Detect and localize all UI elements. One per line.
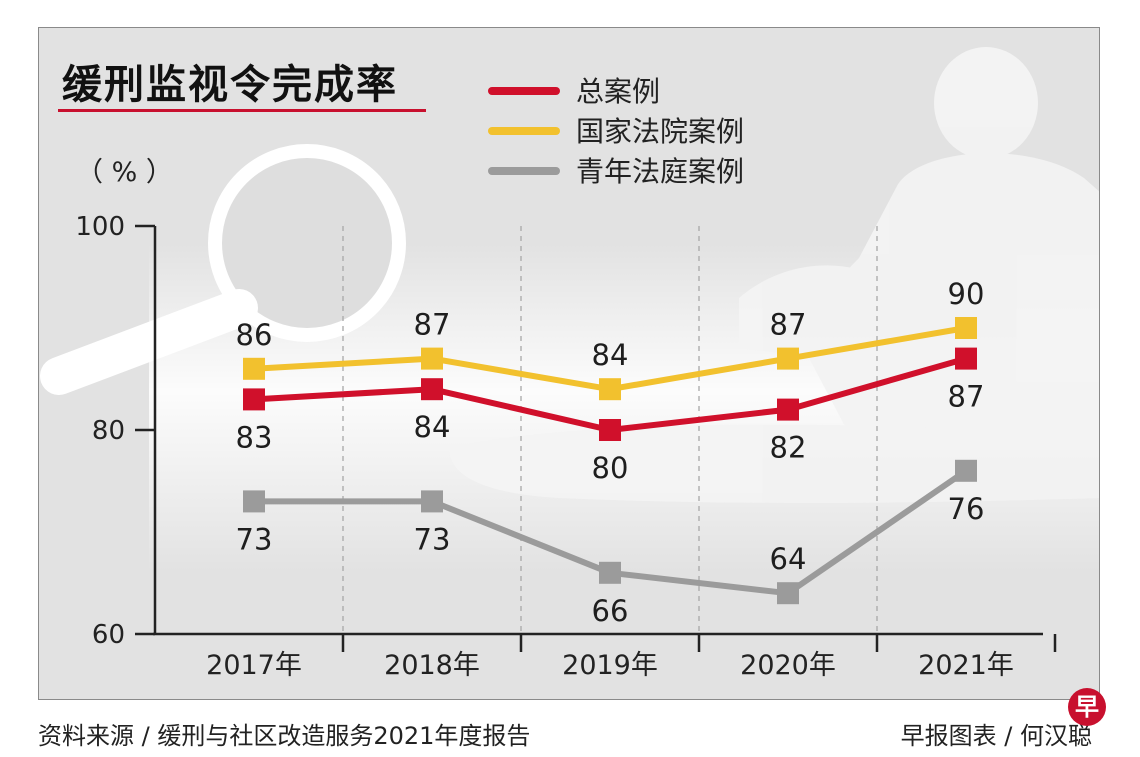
legend-label-youth-courts: 青年法庭案例 <box>576 155 745 188</box>
legend-label-total: 总案例 <box>576 75 661 108</box>
data-point-youth_courts <box>955 459 977 482</box>
figure-silhouette-decoration <box>449 47 1099 503</box>
chart-title: 缓刑监视令完成率 <box>62 62 398 108</box>
source-note: 资料来源 / 缓刑与社区改造服务2021年度报告 <box>38 722 531 750</box>
data-point-total <box>243 388 265 411</box>
chart-frame: 60 80 100 2017年 2018年 2019年 2020年 2021年 86 87 84 87… <box>38 27 1100 700</box>
legend-swatch-state-courts <box>488 127 560 135</box>
legend-item-total: 总案例 <box>488 70 808 110</box>
data-point-youth_courts <box>777 582 799 605</box>
data-point-total <box>777 398 799 421</box>
data-point-youth_courts <box>243 490 265 513</box>
data-point-state_courts <box>599 378 621 401</box>
data-label-total: 80 <box>592 451 629 485</box>
data-label-total: 87 <box>948 380 985 414</box>
x-tick-label: 2021年 <box>918 650 1014 681</box>
legend-swatch-total <box>488 87 560 95</box>
title-underline <box>58 109 426 112</box>
legend-item-youth-courts: 青年法庭案例 <box>488 150 808 190</box>
y-tick-label: 100 <box>75 212 125 242</box>
x-tick-label: 2019年 <box>562 650 658 681</box>
data-label-youth_courts: 64 <box>770 542 807 576</box>
data-label-state_courts: 90 <box>948 277 985 311</box>
legend-item-state-courts: 国家法院案例 <box>488 110 808 150</box>
graphic-credit: 早报图表 / 何汉聪 <box>900 722 1092 750</box>
data-label-total: 84 <box>414 410 451 444</box>
magnifier-icon <box>40 144 406 395</box>
data-point-total <box>421 378 443 401</box>
data-point-state_courts <box>777 347 799 370</box>
data-label-state_courts: 87 <box>414 308 451 342</box>
data-label-youth_courts: 73 <box>236 522 273 556</box>
data-point-total <box>955 347 977 370</box>
data-label-state_courts: 84 <box>592 338 629 372</box>
x-tick-label: 2020年 <box>740 650 836 681</box>
legend-label-state-courts: 国家法院案例 <box>576 115 745 148</box>
data-point-youth_courts <box>421 490 443 513</box>
data-label-state_courts: 86 <box>236 318 273 352</box>
data-label-total: 83 <box>236 420 273 454</box>
data-label-state_courts: 87 <box>770 308 807 342</box>
data-point-state_courts <box>243 357 265 380</box>
data-label-youth_courts: 76 <box>948 492 985 526</box>
data-label-youth_courts: 73 <box>414 522 451 556</box>
brand-logo-badge: 早 <box>1068 688 1106 726</box>
y-axis-unit-label: （ % ） <box>76 157 173 188</box>
x-tick-label: 2017年 <box>206 650 302 681</box>
data-label-total: 82 <box>770 431 807 465</box>
data-point-youth_courts <box>599 561 621 584</box>
plot-layer: 60 80 100 2017年 2018年 2019年 2020年 2021年 86 87 84 87… <box>75 212 1057 681</box>
chart-svg: 60 80 100 2017年 2018年 2019年 2020年 2021年 86 87 84 87… <box>40 47 1099 681</box>
y-tick-label: 80 <box>92 416 125 446</box>
y-tick-label: 60 <box>92 620 125 650</box>
data-point-state_courts <box>955 317 977 339</box>
x-tick-label: 2018年 <box>384 650 480 681</box>
data-label-youth_courts: 66 <box>592 594 629 628</box>
legend: 总案例 国家法院案例 青年法庭案例 <box>488 70 808 190</box>
data-point-state_courts <box>421 347 443 370</box>
data-point-total <box>599 419 621 441</box>
legend-swatch-youth-courts <box>488 167 560 175</box>
